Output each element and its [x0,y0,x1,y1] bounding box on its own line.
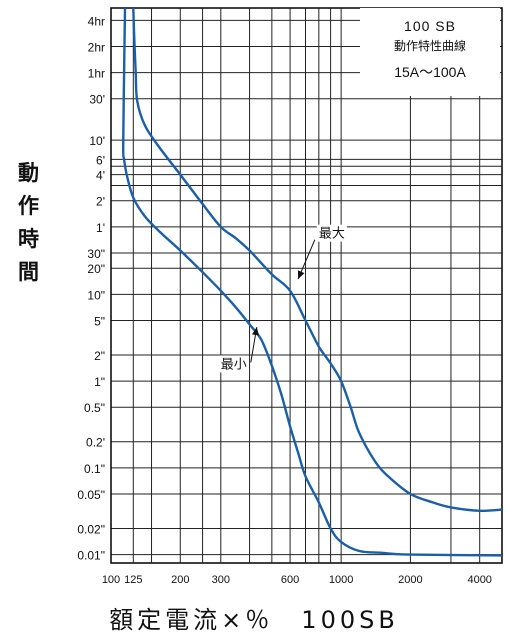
y-axis-label-char: 間 [18,260,39,284]
y-tick-label: 0.5" [84,401,105,415]
y-tick-label: 2" [94,349,105,363]
y-tick-label: 4hr [88,14,105,28]
y-tick-label: 1hr [88,67,105,81]
chart-title-box: 100 SB 動作特性曲線 15A～100A [360,8,500,96]
y-tick-label: 0.1" [84,462,105,476]
y-tick-label: 0.02" [77,522,105,536]
annotation-label: 最大 [319,227,345,242]
x-tick-label: 2000 [398,574,422,586]
y-tick-label: 2' [96,195,105,209]
y-tick-label: 30' [89,93,105,107]
y-tick-label: 2hr [88,40,105,54]
x-tick-label: 4000 [467,574,491,586]
annotation-arrow-head [297,270,305,280]
y-axis-label-char: 時 [18,227,39,251]
y-tick-label: 0.01" [77,549,105,563]
x-tick-label: 125 [124,574,142,586]
y-tick-label: 1' [96,221,105,235]
y-axis-label-char: 作 [18,194,39,218]
y-tick-label: 0.05" [77,488,105,502]
y-axis-label-char: 動 [18,161,39,185]
plot-frame [110,7,503,564]
chart-title: 100 SB [404,18,456,34]
chart-range-label: 15A～100A [394,64,466,80]
y-tick-label: 4' [96,169,105,183]
chart-subtitle: 動作特性曲線 [393,39,466,53]
y-tick-label: 10' [89,134,105,148]
annotation-bg [316,224,347,242]
x-axis-label: 額定電流×％ 100SB [109,606,399,634]
y-tick-label: 5" [94,314,105,328]
annotation-bg [218,355,249,373]
x-tick-label: 600 [281,574,299,586]
y-tick-label: 20" [87,262,105,276]
annotation-arrow-head [252,327,259,336]
y-tick-label: 10" [87,288,105,302]
y-tick-label: 1" [94,375,105,389]
x-tick-label: 200 [171,574,189,586]
annotation-label: 最小 [221,357,247,372]
series-line [132,7,503,513]
y-tick-label: 6' [96,153,105,167]
y-tick-label: 0.2' [86,436,105,450]
x-tick-label: 1000 [329,574,353,586]
x-tick-label: 300 [212,574,230,586]
y-tick-label: 30" [87,247,105,261]
x-tick-label: 100 [102,574,120,586]
